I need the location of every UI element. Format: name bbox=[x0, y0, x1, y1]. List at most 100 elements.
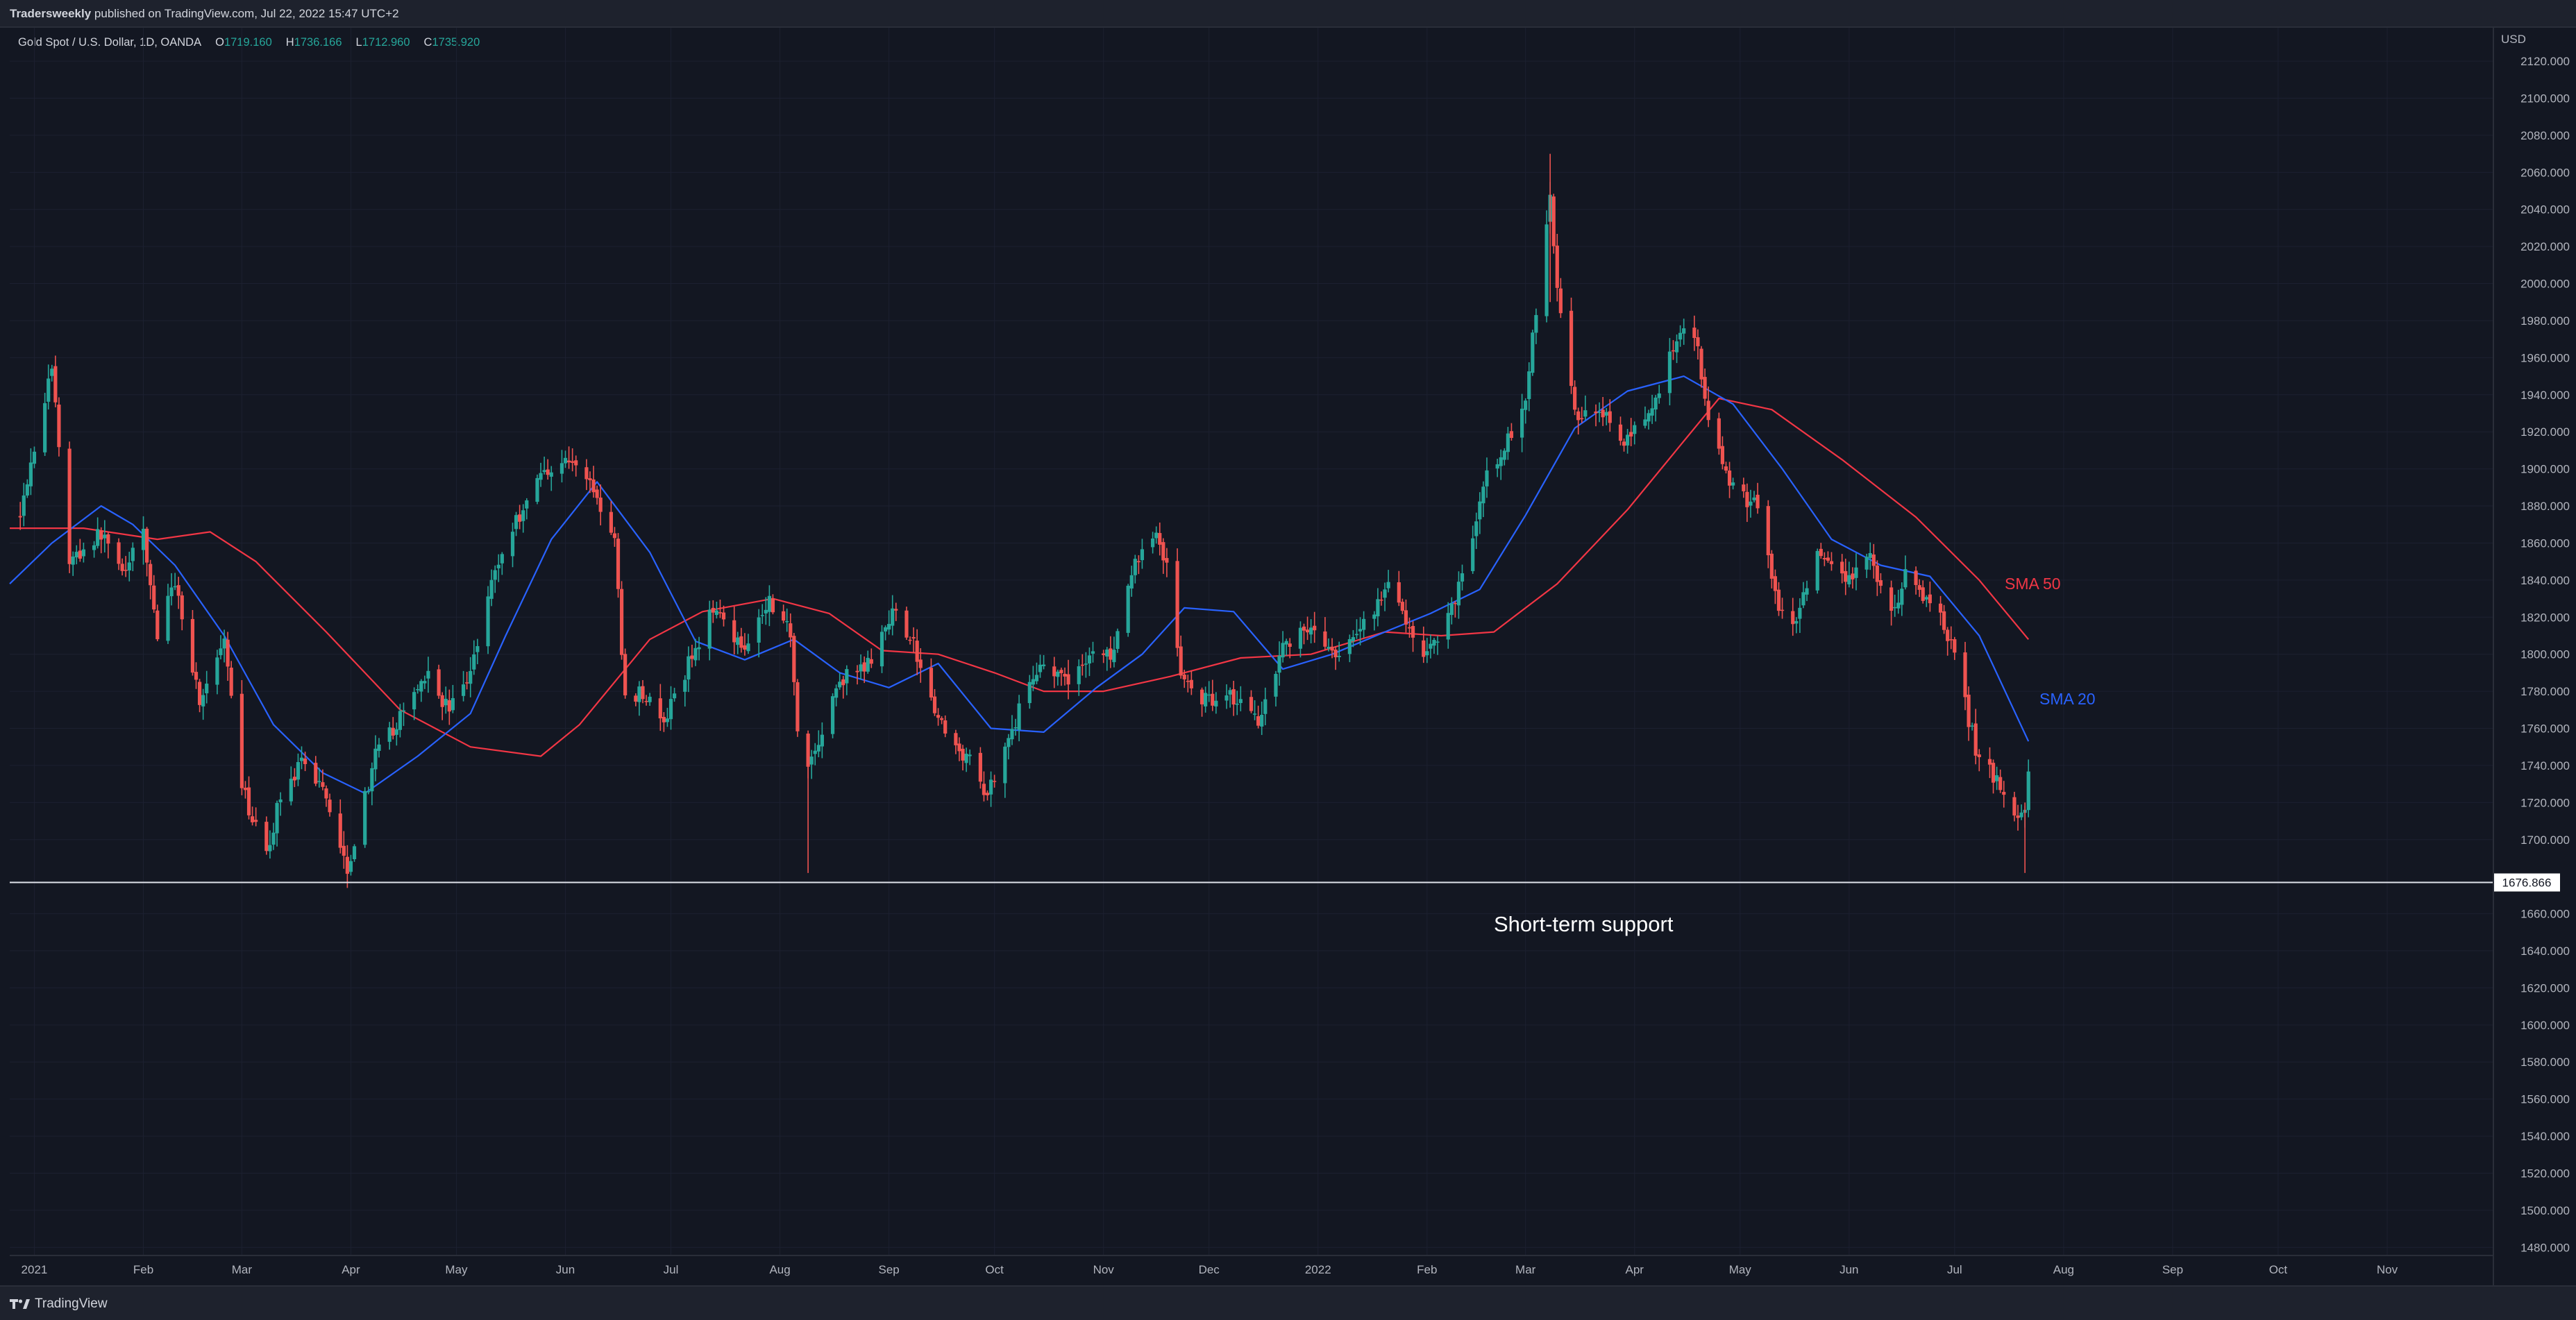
candle bbox=[869, 648, 873, 668]
candle bbox=[1924, 595, 1928, 607]
candle bbox=[1277, 641, 1281, 686]
candle bbox=[1161, 538, 1165, 574]
candle bbox=[2026, 759, 2030, 818]
time-axis[interactable] bbox=[10, 1255, 2493, 1285]
candle bbox=[1003, 743, 1007, 798]
candle bbox=[1372, 611, 1377, 631]
candle bbox=[50, 364, 54, 382]
candle bbox=[1274, 670, 1278, 706]
candle bbox=[1151, 532, 1155, 554]
candle bbox=[845, 665, 849, 695]
candle bbox=[616, 533, 621, 598]
candle bbox=[542, 456, 546, 475]
candle bbox=[419, 679, 423, 702]
candle bbox=[1548, 182, 1552, 234]
candle bbox=[1973, 709, 1978, 765]
support-label[interactable]: Short-term support bbox=[1494, 912, 1674, 936]
candle bbox=[1569, 297, 1574, 394]
candle bbox=[296, 753, 301, 786]
candle bbox=[1281, 631, 1285, 663]
candle bbox=[1692, 315, 1697, 351]
candle bbox=[1896, 589, 1901, 614]
candle bbox=[964, 747, 968, 772]
candle bbox=[1650, 394, 1654, 424]
candle bbox=[127, 552, 131, 582]
candle bbox=[1204, 686, 1208, 713]
candle bbox=[1502, 448, 1506, 466]
candle bbox=[739, 627, 743, 653]
candle bbox=[1573, 380, 1577, 416]
candle bbox=[2016, 804, 2020, 831]
candle bbox=[1801, 582, 1805, 609]
candle bbox=[1471, 525, 1475, 574]
footer-brand[interactable]: TradingView bbox=[10, 1296, 108, 1312]
candle bbox=[771, 594, 775, 615]
candle bbox=[78, 539, 82, 562]
candle bbox=[743, 633, 747, 656]
candle bbox=[32, 446, 37, 468]
candle bbox=[1794, 617, 1799, 634]
support-line-group: 1676.866 bbox=[10, 873, 2560, 892]
candle bbox=[475, 638, 480, 665]
author-name[interactable]: Tradersweekly bbox=[10, 7, 92, 20]
candle bbox=[1186, 675, 1190, 693]
candle bbox=[609, 500, 613, 535]
candle bbox=[1495, 459, 1499, 477]
footer-brand-label: TradingView bbox=[35, 1296, 108, 1311]
candle bbox=[619, 581, 624, 660]
grid-lines bbox=[10, 28, 2493, 1255]
candle bbox=[521, 504, 525, 533]
candle bbox=[623, 648, 628, 699]
candle bbox=[398, 704, 402, 738]
candle bbox=[166, 584, 170, 644]
candle bbox=[1077, 659, 1081, 696]
candle bbox=[1109, 636, 1113, 668]
candle bbox=[1256, 705, 1261, 729]
candle bbox=[317, 768, 321, 788]
candle bbox=[289, 766, 293, 806]
candle bbox=[1998, 769, 2003, 793]
candle bbox=[1309, 619, 1313, 644]
candle bbox=[201, 688, 205, 720]
candle bbox=[588, 471, 592, 493]
candle bbox=[345, 845, 349, 888]
candle bbox=[1558, 278, 1563, 319]
candle bbox=[792, 633, 796, 696]
candle bbox=[197, 679, 202, 713]
candle bbox=[1917, 579, 1921, 598]
candle bbox=[229, 661, 233, 699]
candle bbox=[1826, 551, 1830, 563]
candle bbox=[1182, 669, 1186, 688]
candle bbox=[1840, 554, 1844, 584]
candle bbox=[782, 604, 786, 624]
candle bbox=[1987, 747, 1992, 779]
candle bbox=[1878, 573, 1883, 593]
candle bbox=[1544, 210, 1549, 323]
symbol-name[interactable]: Gold Spot / U.S. Dollar, 1D, OANDA bbox=[18, 36, 202, 49]
candle bbox=[1429, 634, 1433, 659]
publish-details: published on TradingView.com, Jul 22, 20… bbox=[91, 7, 399, 20]
candle bbox=[1977, 749, 1981, 772]
candle bbox=[1126, 584, 1130, 637]
sma-20-path bbox=[9, 375, 2030, 795]
candle bbox=[1868, 542, 1872, 570]
candle bbox=[1456, 571, 1461, 619]
candle bbox=[391, 717, 395, 740]
candle bbox=[117, 538, 121, 570]
candle bbox=[67, 441, 71, 573]
candle bbox=[22, 482, 26, 527]
candle bbox=[496, 554, 500, 582]
candle bbox=[1031, 666, 1035, 691]
candle bbox=[1531, 330, 1535, 376]
price-axis[interactable] bbox=[2493, 28, 2576, 1285]
candle bbox=[1481, 481, 1485, 518]
candle bbox=[367, 786, 371, 795]
candle bbox=[469, 657, 473, 697]
candle bbox=[1407, 617, 1412, 638]
candle bbox=[1667, 338, 1672, 406]
candle bbox=[1298, 621, 1303, 658]
candle bbox=[440, 692, 444, 720]
candle bbox=[1727, 462, 1732, 498]
candle bbox=[1252, 700, 1257, 720]
